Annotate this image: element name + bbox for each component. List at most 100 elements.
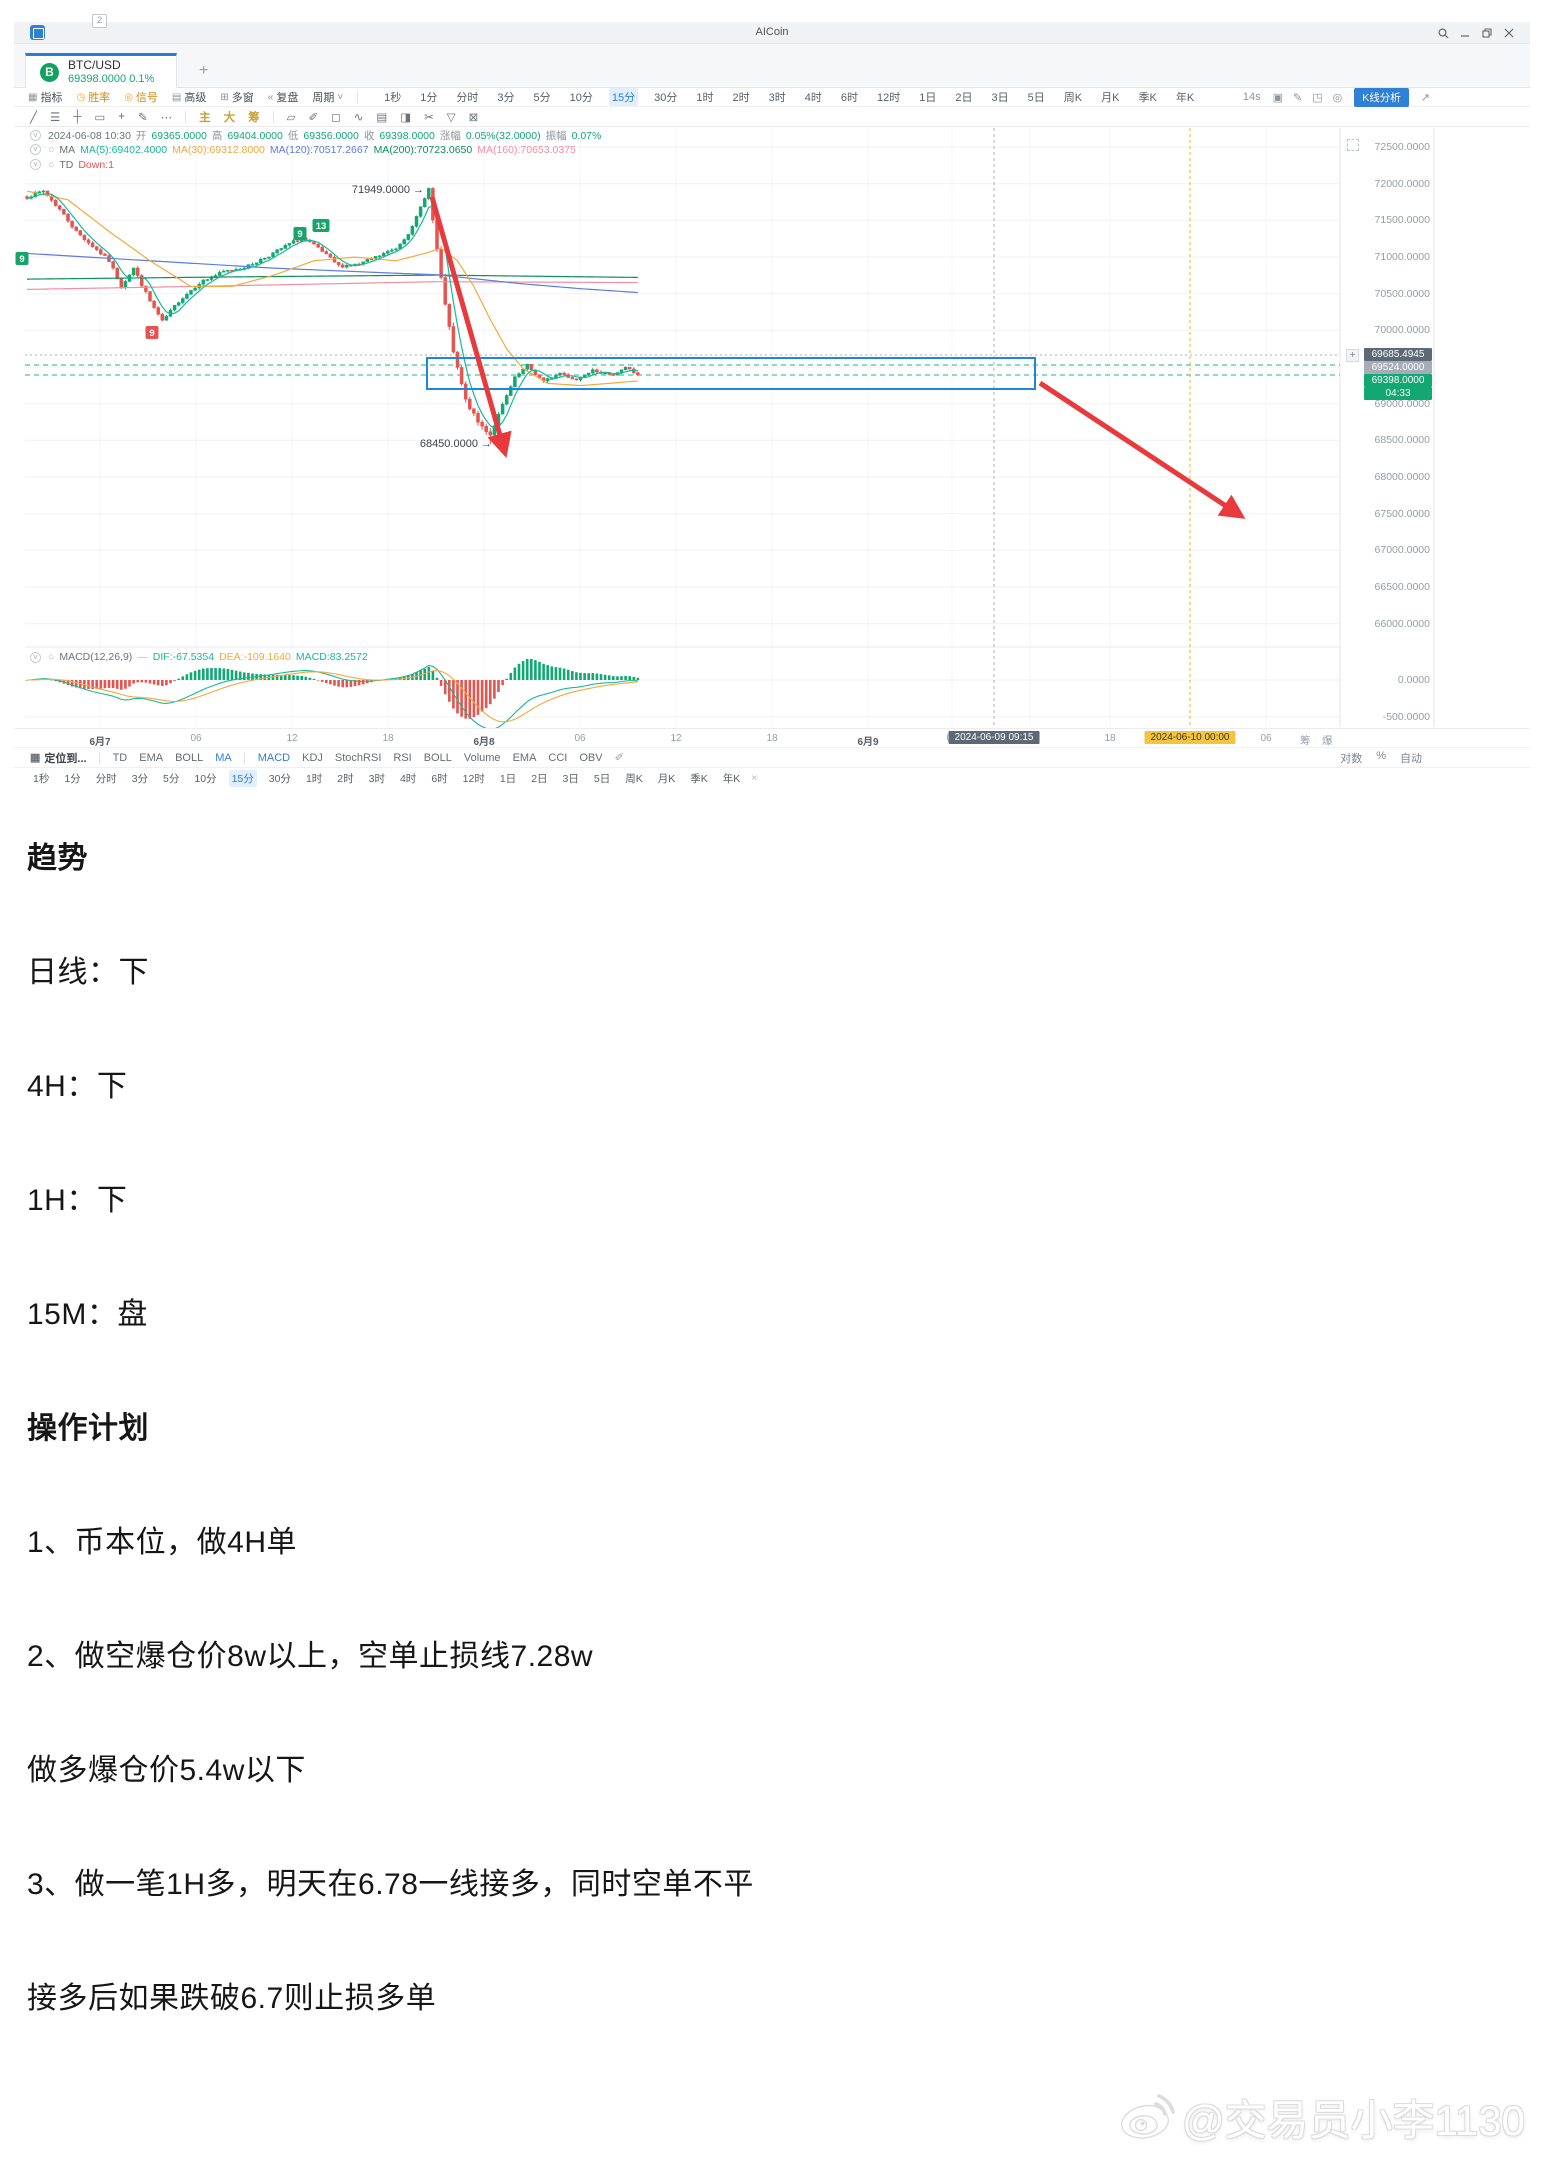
- timeframe-6时[interactable]: 6时: [840, 92, 859, 104]
- collapse-icon[interactable]: ˅: [30, 159, 41, 170]
- timeframe-12时-bottom[interactable]: 12时: [462, 772, 485, 785]
- kline-analysis-button[interactable]: K线分析: [1354, 87, 1409, 107]
- timeframe-2时-bottom[interactable]: 2时: [337, 772, 354, 785]
- timeframe-1秒[interactable]: 1秒: [384, 92, 402, 104]
- overlay-MA-3[interactable]: MA: [215, 751, 232, 764]
- timeframe-3日-bottom[interactable]: 3日: [562, 772, 579, 785]
- delete-tool[interactable]: ⊠: [468, 111, 479, 124]
- more-tools[interactable]: ⋯: [160, 111, 173, 124]
- indicator-Volume-5[interactable]: Volume: [463, 751, 501, 764]
- scale-option-对数[interactable]: 对数: [1340, 752, 1363, 765]
- axis-toggle-爆[interactable]: 爆: [1322, 735, 1333, 747]
- timeframe-2日[interactable]: 2日: [955, 92, 973, 104]
- timeframe-5分-bottom[interactable]: 5分: [163, 772, 180, 785]
- large-font[interactable]: 大: [223, 111, 236, 124]
- timeframe-1秒-bottom[interactable]: 1秒: [33, 772, 50, 785]
- wave-tool[interactable]: ∿: [353, 111, 364, 124]
- brush-tool[interactable]: ✐: [308, 111, 319, 124]
- time-axis[interactable]: 6月70612186月80612186月9061218062024-06-09 …: [14, 728, 1530, 748]
- rect-tool[interactable]: ▭: [94, 111, 106, 124]
- toolbar-item-signals[interactable]: ◎ 信号: [124, 91, 158, 105]
- overlay-BOLL-2[interactable]: BOLL: [175, 751, 204, 764]
- indicator-EMA-6[interactable]: EMA: [512, 751, 537, 764]
- timeframe-1日-bottom[interactable]: 1日: [499, 772, 517, 785]
- timeframe-3分-bottom[interactable]: 3分: [131, 772, 149, 785]
- timeframe-15分-bottom[interactable]: 15分: [228, 769, 257, 787]
- timeframe-1分-bottom[interactable]: 1分: [64, 772, 81, 785]
- timeframe-年K-bottom[interactable]: 年K: [722, 772, 741, 785]
- timeframe-6时-bottom[interactable]: 6时: [431, 772, 448, 785]
- timeframe-4时-bottom[interactable]: 4时: [399, 772, 417, 785]
- timeframe-5日[interactable]: 5日: [1027, 92, 1045, 104]
- target-icon[interactable]: ◎: [1332, 91, 1343, 104]
- timeframe-5日-bottom[interactable]: 5日: [593, 772, 611, 785]
- close-bar-icon[interactable]: ×: [751, 772, 758, 784]
- timeframe-周K[interactable]: 周K: [1063, 92, 1083, 104]
- overlay-EMA-1[interactable]: EMA: [139, 751, 164, 764]
- toolbar-item-replay[interactable]: «复盘: [267, 91, 299, 105]
- search-icon[interactable]: [1434, 25, 1452, 41]
- timeframe-1日[interactable]: 1日: [919, 92, 937, 104]
- timeframe-3时-bottom[interactable]: 3时: [368, 772, 385, 785]
- collapse-icon[interactable]: ˅: [30, 144, 41, 155]
- timeframe-月K[interactable]: 月K: [1101, 92, 1120, 104]
- timeframe-10分[interactable]: 10分: [569, 92, 593, 104]
- cross-tool[interactable]: ┼: [73, 110, 82, 123]
- timeframe-分时[interactable]: 分时: [456, 92, 479, 104]
- tab-btcusd[interactable]: B BTC/USD 69398.0000 0.1%: [25, 53, 177, 88]
- close-icon[interactable]: [1500, 25, 1518, 41]
- add-tab-button[interactable]: +: [199, 62, 209, 79]
- indicator-MACD-0[interactable]: MACD: [257, 751, 291, 764]
- minimize-icon[interactable]: [1456, 25, 1474, 41]
- parallel-lines-tool[interactable]: ☰: [49, 111, 61, 124]
- timeframe-月K-bottom[interactable]: 月K: [657, 772, 676, 785]
- camera-icon[interactable]: ▣: [1272, 91, 1284, 104]
- indicator-OBV-8[interactable]: OBV: [579, 751, 603, 764]
- timeframe-1时[interactable]: 1时: [696, 92, 714, 104]
- timeframe-2日-bottom[interactable]: 2日: [531, 772, 548, 785]
- timeframe-周K-bottom[interactable]: 周K: [625, 772, 643, 785]
- toolbar-item-multi-window[interactable]: ⊞ 多窗: [220, 91, 254, 105]
- timeframe-1分[interactable]: 1分: [420, 92, 438, 104]
- toolbar-item-indicators[interactable]: ▦ 指标: [28, 91, 63, 105]
- share-icon[interactable]: ↗: [1420, 91, 1430, 104]
- timeframe-5分[interactable]: 5分: [533, 92, 551, 104]
- box-tool[interactable]: ◻: [331, 111, 341, 124]
- scale-option-自动[interactable]: 自动: [1400, 752, 1422, 765]
- timeframe-年K[interactable]: 年K: [1175, 92, 1195, 104]
- toolbar-item-period[interactable]: 周期 ˅: [312, 91, 344, 105]
- toolbar-item-win-rate[interactable]: ◷ 胜率: [76, 91, 111, 105]
- toolbar-item-advanced[interactable]: ▤ 高级: [171, 91, 207, 105]
- panel-tool[interactable]: ▤: [376, 111, 388, 124]
- timeframe-4时[interactable]: 4时: [804, 92, 822, 104]
- expand-icon[interactable]: ◳: [1312, 91, 1323, 104]
- timeframe-1时-bottom[interactable]: 1时: [305, 772, 323, 785]
- timeframe-30分-bottom[interactable]: 30分: [268, 772, 291, 785]
- timeframe-30分[interactable]: 30分: [654, 92, 678, 104]
- timeframe-15分[interactable]: 15分: [608, 88, 639, 106]
- indicator-StochRSI-2[interactable]: StochRSI: [334, 751, 382, 764]
- main-chart[interactable]: 主: [199, 111, 211, 124]
- timeframe-3分[interactable]: 3分: [497, 92, 515, 104]
- marker-tool[interactable]: +: [118, 110, 125, 123]
- scale-option-%[interactable]: %: [1376, 749, 1386, 762]
- split-tool[interactable]: ◨: [400, 111, 412, 124]
- indicator-CCI-7[interactable]: CCI: [548, 751, 568, 764]
- pencil-icon[interactable]: ✎: [1293, 91, 1303, 104]
- scissors-tool[interactable]: ✂: [424, 111, 434, 124]
- funnel-tool[interactable]: ▽: [446, 111, 456, 124]
- collapse-icon[interactable]: ˅: [30, 651, 41, 663]
- chart-expand-icon[interactable]: [1347, 139, 1359, 151]
- restore-icon[interactable]: [1478, 25, 1496, 41]
- timeframe-10分-bottom[interactable]: 10分: [194, 772, 217, 785]
- edit-indicators-icon[interactable]: ✐: [614, 752, 624, 764]
- collapse-icon[interactable]: ˅: [30, 130, 41, 141]
- timeframe-3时[interactable]: 3时: [768, 92, 786, 104]
- timeframe-2时[interactable]: 2时: [732, 92, 750, 104]
- timeframe-季K[interactable]: 季K: [1138, 92, 1157, 104]
- indicator-RSI-3[interactable]: RSI: [393, 751, 412, 764]
- timeframe-分时-bottom[interactable]: 分时: [95, 772, 117, 785]
- pencil-tool[interactable]: ✎: [138, 111, 148, 124]
- timeframe-季K-bottom[interactable]: 季K: [690, 772, 708, 785]
- trend-line-tool[interactable]: ╱: [30, 111, 37, 124]
